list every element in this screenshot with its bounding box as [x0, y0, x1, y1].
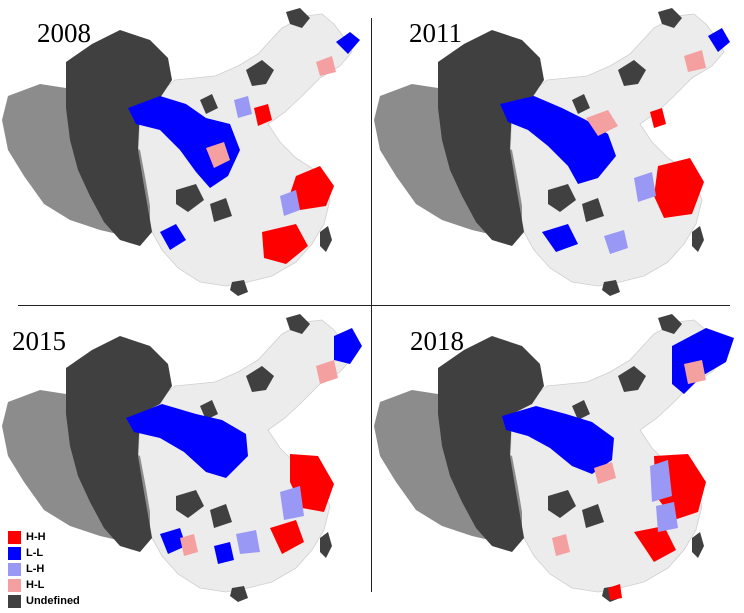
cluster-hh: [270, 520, 304, 554]
cluster-hh: [290, 166, 334, 210]
cluster-ll: [542, 224, 578, 252]
cluster-lh: [234, 96, 252, 118]
cluster-ll: [214, 542, 234, 564]
cluster-hl: [316, 360, 338, 384]
cluster-hl: [594, 462, 616, 484]
cluster-lh: [650, 460, 672, 502]
map-panel-2015: 2015: [0, 306, 372, 612]
legend-item-lh: L-H: [8, 561, 80, 577]
legend-item-hl: H-L: [8, 577, 80, 593]
legend-swatch: [8, 562, 21, 576]
cluster-hh: [650, 108, 666, 128]
china-map-2018: [373, 313, 734, 603]
year-label: 2011: [409, 18, 462, 48]
cluster-hl: [684, 50, 706, 72]
china-map-2011: [373, 7, 730, 297]
cluster-hl: [684, 360, 706, 384]
cluster-ll: [336, 32, 360, 54]
cluster-hh: [654, 158, 704, 218]
cluster-lh: [656, 502, 678, 532]
cluster-hl: [552, 534, 570, 556]
cluster-ll: [126, 404, 248, 478]
horizontal-divider: [18, 305, 730, 306]
legend-label: L-L: [26, 547, 44, 559]
map-panel-2018: 2018: [372, 306, 744, 612]
legend-swatch: [8, 578, 21, 592]
legend: H-H L-L L-H H-L Undefined: [8, 529, 80, 609]
legend-label: H-H: [26, 531, 46, 543]
cluster-hh: [608, 584, 622, 600]
legend-label: H-L: [26, 579, 45, 591]
legend-label: Undefined: [26, 595, 80, 607]
cluster-ll: [500, 96, 616, 184]
legend-swatch: [8, 530, 21, 544]
map-panel-2011: 2011: [372, 0, 744, 306]
china-map-2015: [1, 313, 362, 603]
cluster-hh: [634, 526, 676, 562]
cluster-lh: [280, 486, 304, 520]
cluster-ll: [334, 328, 362, 364]
china-map-2008: [1, 7, 360, 297]
cluster-lh: [604, 230, 628, 254]
legend-item-undefined: Undefined: [8, 593, 80, 609]
cluster-hl: [206, 142, 230, 168]
cluster-ll: [128, 96, 240, 188]
cluster-ll: [502, 406, 614, 474]
cluster-ll: [708, 28, 730, 52]
map-panel-2008: 2008: [0, 0, 372, 306]
legend-item-hh: H-H: [8, 529, 80, 545]
cluster-lh: [280, 190, 300, 216]
legend-item-ll: L-L: [8, 545, 80, 561]
legend-label: L-H: [26, 563, 45, 575]
year-label: 2015: [12, 326, 66, 356]
cluster-lh: [634, 172, 656, 202]
cluster-hl: [316, 56, 336, 76]
cluster-hl: [180, 534, 198, 556]
legend-swatch: [8, 546, 21, 560]
cluster-ll: [160, 528, 186, 554]
legend-swatch: [8, 594, 21, 608]
cluster-ll: [160, 224, 186, 250]
year-label: 2008: [37, 18, 91, 48]
cluster-lh: [236, 530, 260, 554]
cluster-hl: [586, 110, 618, 136]
year-label: 2018: [410, 326, 464, 356]
cluster-hh: [254, 104, 272, 126]
cluster-hh: [262, 224, 308, 264]
